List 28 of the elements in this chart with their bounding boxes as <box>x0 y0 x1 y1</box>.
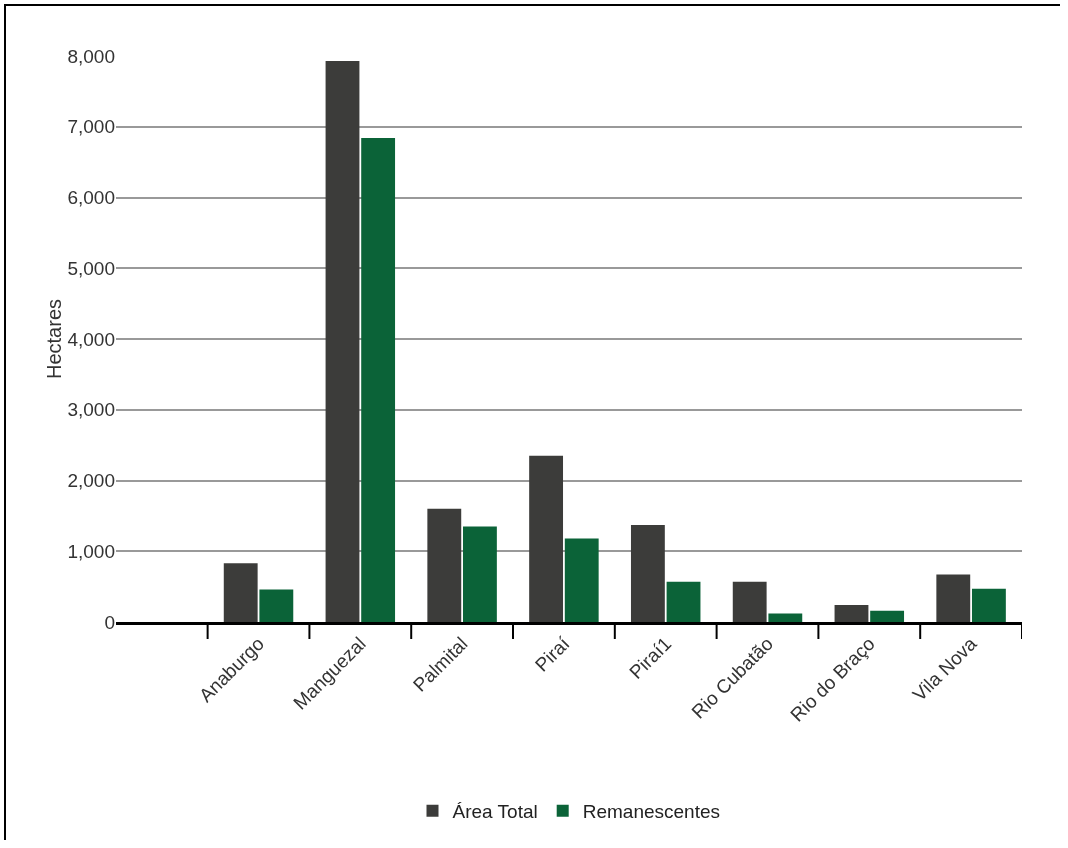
y-tick-label: 6,000 <box>67 187 115 209</box>
y-tick-label: 2,000 <box>67 470 115 492</box>
bar <box>529 455 564 622</box>
y-tick-label: 4,000 <box>67 328 115 350</box>
bar <box>870 610 905 622</box>
y-tick-label: 1,000 <box>67 540 115 562</box>
bar <box>768 613 803 622</box>
bar <box>463 526 497 622</box>
y-tick-label: 3,000 <box>67 399 115 421</box>
bar <box>361 138 396 622</box>
y-tick-label: 8,000 <box>67 45 115 67</box>
bar <box>325 60 360 622</box>
bar <box>666 581 701 622</box>
bar <box>427 508 462 622</box>
bar <box>223 563 258 622</box>
bar <box>732 581 767 622</box>
bar <box>936 574 971 622</box>
bar <box>971 588 1006 622</box>
bar <box>834 605 869 622</box>
bar <box>630 525 665 622</box>
legend-label: Remanescentes <box>582 801 720 823</box>
bar <box>564 538 599 622</box>
y-tick-label: 5,000 <box>67 257 115 279</box>
y-tick-label: 7,000 <box>67 116 115 138</box>
y-axis-title: Hectares <box>43 298 66 380</box>
y-tick-label: 0 <box>104 611 115 633</box>
bar <box>259 589 294 622</box>
legend-label: Área Total <box>452 801 538 823</box>
